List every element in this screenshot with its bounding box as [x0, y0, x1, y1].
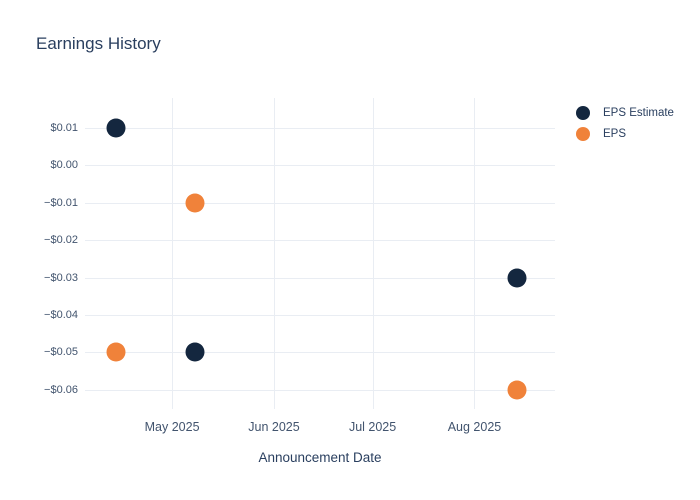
eps-marker-icon — [576, 126, 590, 141]
y-tick-label: −$0.03 — [44, 271, 78, 284]
x-gridline — [474, 98, 476, 409]
plot-area — [85, 98, 555, 409]
x-tick-label: Jul 2025 — [348, 420, 397, 434]
legend-label-eps-estimate: EPS Estimate — [603, 106, 674, 119]
y-tick-label: $0.00 — [50, 159, 78, 172]
y-tick-label: −$0.02 — [44, 234, 78, 247]
data-point-eps[interactable] — [106, 342, 126, 362]
data-point-eps[interactable] — [507, 380, 527, 400]
y-gridline — [85, 127, 555, 129]
data-point-eps[interactable] — [185, 193, 205, 213]
chart-title: Earnings History — [36, 34, 161, 53]
y-tick-label: −$0.04 — [44, 309, 78, 322]
eps-estimate-marker-icon — [576, 105, 590, 120]
data-point-eps-estimate[interactable] — [185, 342, 205, 362]
y-gridline — [85, 165, 555, 167]
y-gridline — [85, 389, 555, 391]
x-tick-label: May 2025 — [144, 420, 200, 434]
y-gridline — [85, 240, 555, 242]
x-axis-title: Announcement Date — [258, 450, 382, 465]
x-gridline — [172, 98, 174, 409]
y-gridline — [85, 202, 555, 204]
y-tick-label: −$0.05 — [44, 346, 78, 359]
data-point-eps-estimate[interactable] — [106, 118, 126, 138]
y-gridline — [85, 352, 555, 354]
legend-item-eps-estimate[interactable]: EPS Estimate — [576, 102, 674, 123]
x-tick-label: Jun 2025 — [248, 420, 300, 434]
y-gridline — [85, 277, 555, 279]
y-tick-label: $0.01 — [50, 121, 78, 134]
x-tick-label: Aug 2025 — [447, 420, 502, 434]
data-point-eps-estimate[interactable] — [507, 268, 527, 288]
x-gridline — [372, 98, 374, 409]
x-gridline — [273, 98, 275, 409]
y-tick-label: −$0.01 — [44, 196, 78, 209]
y-tick-label: −$0.06 — [44, 383, 78, 396]
legend-item-eps[interactable]: EPS — [576, 123, 674, 144]
legend-label-eps: EPS — [603, 127, 627, 140]
y-gridline — [85, 315, 555, 317]
legend: EPS Estimate EPS — [576, 102, 674, 144]
